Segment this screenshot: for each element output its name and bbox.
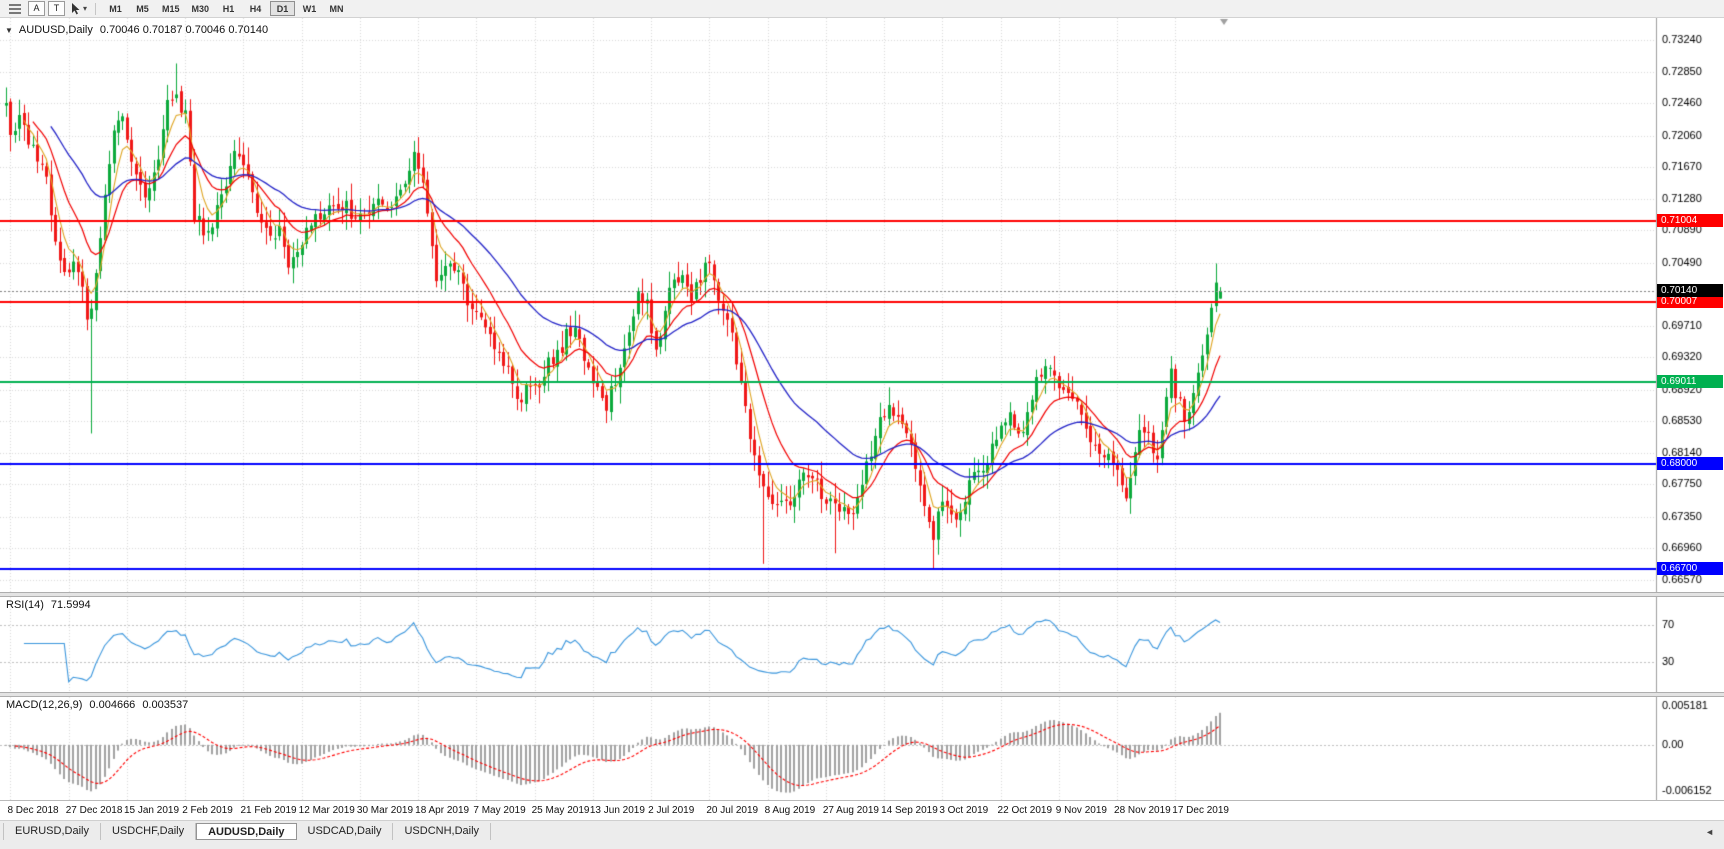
macd-main-value: 0.004666: [89, 699, 136, 711]
tab-audusd-daily[interactable]: AUDUSD,Daily: [196, 823, 297, 840]
timeframe-button-w1[interactable]: W1: [297, 1, 322, 16]
date-label: 8 Aug 2019: [764, 805, 816, 816]
date-label: 7 May 2019: [473, 805, 526, 816]
price-level-badge: 0.66700: [1657, 562, 1723, 575]
top-toolbar: A T ▾ M1 M5 M15 M30 H1 H4 D1 W1 MN: [0, 0, 1724, 18]
timeframe-button-m1[interactable]: M1: [103, 1, 128, 16]
text-label-tool-button[interactable]: A: [28, 1, 45, 16]
status-strip: [0, 842, 1724, 849]
date-label: 8 Dec 2018: [7, 805, 59, 816]
chevron-down-icon: ▾: [83, 4, 88, 13]
toolbar-separator: [95, 2, 97, 15]
timeframe-button-mn[interactable]: MN: [324, 1, 349, 16]
chart-symbol-period: AUDUSD,Daily: [18, 24, 93, 36]
timeframe-button-m5[interactable]: M5: [130, 1, 155, 16]
date-label: 25 May 2019: [531, 805, 590, 816]
rsi-indicator-label: RSI(14) 71.5994: [6, 599, 98, 611]
date-label: 18 Apr 2019: [415, 805, 470, 816]
price-chart-canvas[interactable]: [0, 18, 1724, 800]
text-tool-button[interactable]: T: [48, 1, 65, 16]
timeframe-button-d1[interactable]: D1: [270, 1, 296, 16]
chart-title: ▼ AUDUSD,Daily 0.70046 0.70187 0.70046 0…: [5, 24, 268, 36]
date-label: 17 Dec 2019: [1172, 805, 1229, 816]
panel-separator-rsi[interactable]: [0, 592, 1724, 597]
timeframe-button-m30[interactable]: M30: [187, 1, 215, 16]
tab-usdcad-daily[interactable]: USDCAD,Daily: [297, 823, 394, 840]
timeframe-button-h1[interactable]: H1: [216, 1, 241, 16]
date-label: 2 Jul 2019: [648, 805, 695, 816]
timeframe-button-h4[interactable]: H4: [243, 1, 268, 16]
charts-menu-icon[interactable]: [5, 1, 25, 16]
menu-icon: [9, 3, 21, 14]
macd-indicator-label: MACD(12,26,9) 0.004666 0.003537: [6, 699, 195, 711]
macd-name: MACD(12,26,9): [6, 699, 83, 711]
price-level-badge: 0.68000: [1657, 457, 1723, 470]
date-label: 14 Sep 2019: [881, 805, 938, 816]
price-level-badge: 0.70007: [1657, 295, 1723, 308]
rsi-name: RSI(14): [6, 599, 44, 611]
date-label: 28 Nov 2019: [1114, 805, 1171, 816]
tab-usdchf-daily[interactable]: USDCHF,Daily: [101, 823, 197, 840]
date-label: 12 Mar 2019: [298, 805, 355, 816]
timeframe-button-m15[interactable]: M15: [157, 1, 185, 16]
date-label: 15 Jan 2019: [123, 805, 180, 816]
tab-usdcnh-daily[interactable]: USDCNH,Daily: [393, 823, 492, 840]
tab-eurusd-daily[interactable]: EURUSD,Daily: [3, 823, 101, 840]
cursor-icon: [72, 2, 80, 14]
rsi-value: 71.5994: [50, 599, 91, 611]
window-menu-icon[interactable]: ▼: [5, 25, 13, 35]
date-label: 21 Feb 2019: [240, 805, 297, 816]
current-price-badge: 0.70140: [1657, 284, 1723, 297]
date-label: 27 Dec 2018: [65, 805, 123, 816]
date-label: 2 Feb 2019: [182, 805, 233, 816]
time-axis[interactable]: 8 Dec 2018 27 Dec 2018 15 Jan 2019 2 Feb 20…: [0, 800, 1724, 820]
date-label: 22 Oct 2019: [997, 805, 1053, 816]
cursor-tool-button[interactable]: ▾: [69, 1, 89, 16]
chart-ohlc-values: 0.70046 0.70187 0.70046 0.70140: [99, 24, 269, 36]
date-label: 20 Jul 2019: [706, 805, 759, 816]
price-level-badge: 0.71004: [1657, 214, 1723, 227]
date-label: 27 Aug 2019: [822, 805, 879, 816]
chart-tabs-bar: EURUSD,Daily USDCHF,Daily AUDUSD,Daily U…: [0, 820, 1724, 842]
chart-window: ▼ AUDUSD,Daily 0.70046 0.70187 0.70046 0…: [0, 18, 1724, 800]
price-level-badge: 0.69011: [1657, 375, 1723, 388]
date-label: 30 Mar 2019: [356, 805, 414, 816]
panel-separator-macd[interactable]: [0, 692, 1724, 697]
macd-signal-value: 0.003537: [142, 699, 189, 711]
date-label: 13 Jun 2019: [589, 805, 645, 816]
date-label: 3 Oct 2019: [939, 805, 989, 816]
tab-scroll-left-icon[interactable]: ◄: [1705, 826, 1714, 837]
date-label: 9 Nov 2019: [1055, 805, 1107, 816]
